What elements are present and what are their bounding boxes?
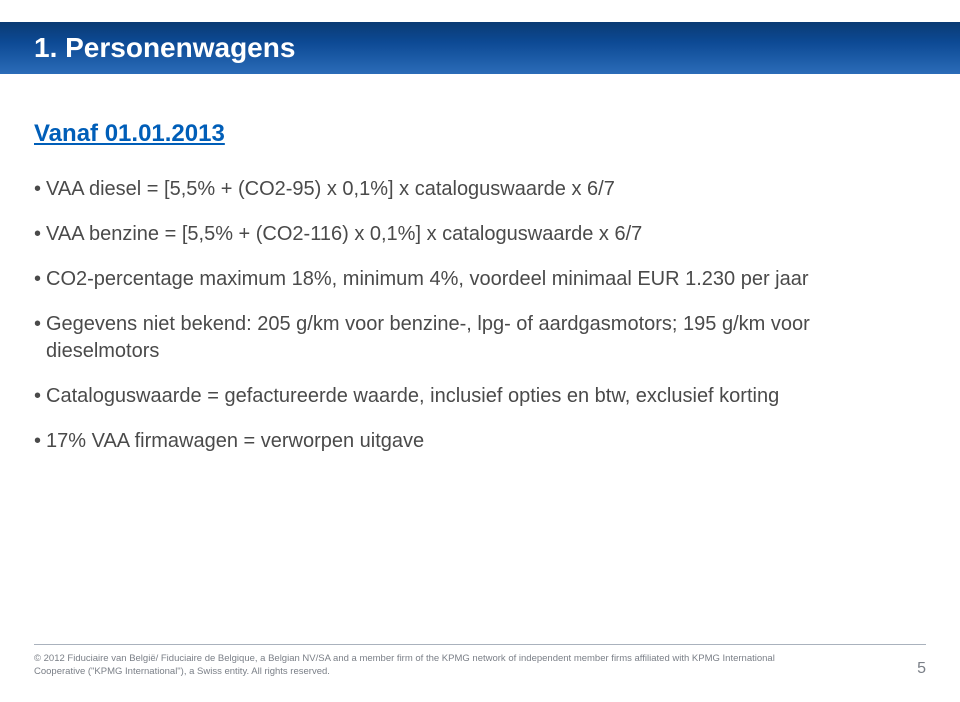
page-number: 5 [897, 660, 926, 678]
footer: © 2012 Fiduciaire van België/ Fiduciaire… [34, 644, 926, 678]
page-title: 1. Personenwagens [34, 32, 295, 64]
list-item: VAA benzine = [5,5% + (CO2-116) x 0,1%] … [34, 221, 900, 248]
content-area: Vanaf 01.01.2013 VAA diesel = [5,5% + (C… [34, 120, 900, 473]
list-item: CO2-percentage maximum 18%, minimum 4%, … [34, 266, 900, 293]
footer-row: © 2012 Fiduciaire van België/ Fiduciaire… [34, 653, 926, 678]
list-item: VAA diesel = [5,5% + (CO2-95) x 0,1%] x … [34, 176, 900, 203]
slide: 1. Personenwagens Vanaf 01.01.2013 VAA d… [0, 0, 960, 702]
list-item: 17% VAA firmawagen = verworpen uitgave [34, 428, 900, 455]
list-item: Cataloguswaarde = gefactureerde waarde, … [34, 383, 900, 410]
copyright-text: © 2012 Fiduciaire van België/ Fiduciaire… [34, 653, 814, 678]
list-item: Gegevens niet bekend: 205 g/km voor benz… [34, 311, 900, 365]
section-heading: Vanaf 01.01.2013 [34, 120, 900, 148]
bullet-list: VAA diesel = [5,5% + (CO2-95) x 0,1%] x … [34, 176, 900, 455]
footer-divider [34, 644, 926, 645]
header-bar: 1. Personenwagens [0, 22, 960, 74]
